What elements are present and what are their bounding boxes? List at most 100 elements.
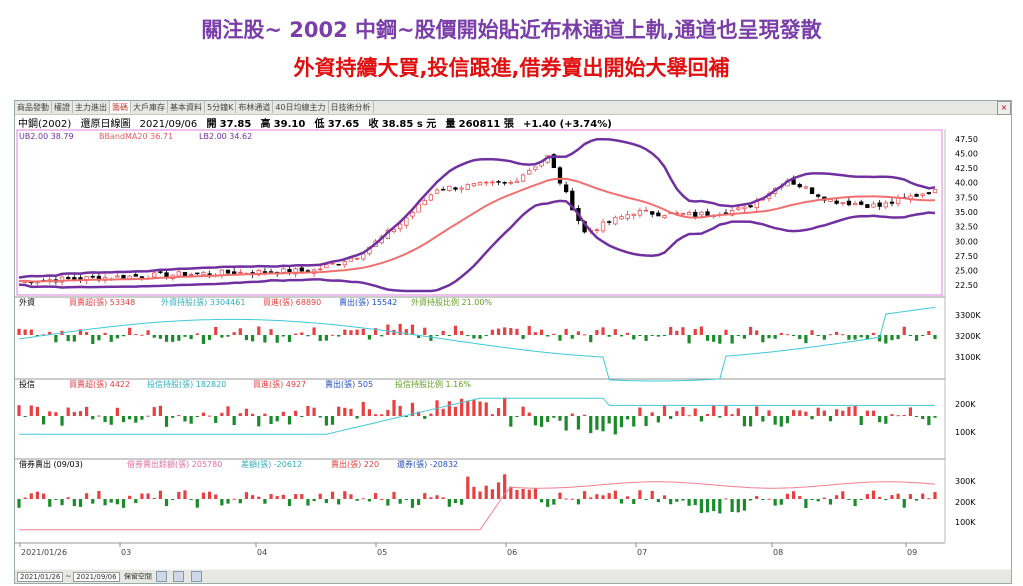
volume-bar xyxy=(164,499,169,507)
volume-bar xyxy=(650,412,654,416)
volume-bar xyxy=(582,334,587,336)
x-axis-label: 04 xyxy=(257,548,267,557)
candle-body xyxy=(490,181,495,184)
volume-bar xyxy=(109,416,113,425)
volume-bar xyxy=(521,406,525,416)
volume-bar xyxy=(355,499,359,501)
volume-bar xyxy=(828,334,833,336)
volume-bar xyxy=(361,498,365,500)
trust-axis-1: 100K xyxy=(955,428,976,437)
volume-bar xyxy=(822,335,826,340)
volume-bar xyxy=(146,493,150,499)
date-to-select[interactable]: 2021/09/06 xyxy=(73,571,120,582)
volume-bar xyxy=(373,328,378,335)
tab-0[interactable]: 商品發動 xyxy=(15,101,52,113)
chart-mode[interactable]: 還原日線圖 xyxy=(80,119,131,130)
volume-bar xyxy=(533,332,538,335)
volume-bar xyxy=(416,499,421,505)
volume-bar xyxy=(109,499,113,503)
trust-ratio: 投信持股比例 1.16% xyxy=(395,379,471,389)
candle-body xyxy=(465,184,470,190)
volume-bar xyxy=(693,408,697,416)
price-axis-label: 47.50 xyxy=(955,135,978,144)
price-chart-area[interactable]: UB2.00 38.79 BBandMA20 36.71 LB2.00 34.6… xyxy=(15,129,1011,569)
volume-bar xyxy=(478,335,482,339)
volume-bar xyxy=(207,415,212,417)
volume-bar xyxy=(841,410,845,416)
volume-bar xyxy=(644,416,648,426)
volume-bar xyxy=(761,499,765,500)
volume-bar xyxy=(847,499,851,500)
volume-bar xyxy=(767,410,771,416)
tab-7[interactable]: 布林通道 xyxy=(236,101,274,113)
date-from-select[interactable]: 2021/01/26 xyxy=(17,571,64,582)
volume-bar xyxy=(816,335,820,336)
volume-bar xyxy=(416,411,421,416)
volume-bar xyxy=(183,490,187,499)
candle-body xyxy=(871,203,876,208)
zoom-in-icon[interactable] xyxy=(156,571,168,582)
volume-bar xyxy=(656,499,660,503)
volume-bar xyxy=(748,326,753,335)
volume-bar xyxy=(607,335,611,337)
volume-bar xyxy=(423,493,427,499)
volume-bar xyxy=(66,335,70,342)
candle-body xyxy=(852,203,858,206)
volume-bar xyxy=(841,334,845,336)
sbl-balance-line xyxy=(19,481,936,531)
volume-bar xyxy=(306,499,310,506)
volume-bar xyxy=(736,408,740,416)
volume-bar xyxy=(693,499,697,506)
volume-bar xyxy=(570,413,574,416)
bollinger-ma-line xyxy=(18,177,936,283)
volume-bar xyxy=(226,335,230,337)
tab-2[interactable]: 主力進出 xyxy=(73,101,110,113)
volume-bar xyxy=(287,335,292,342)
volume-bar xyxy=(128,495,132,499)
tab-9[interactable]: 日技術分析 xyxy=(329,101,374,113)
volume-bar xyxy=(558,335,562,341)
volume-bar xyxy=(398,499,402,504)
volume-bar xyxy=(355,329,359,335)
volume-bar xyxy=(675,330,679,335)
volume-bar xyxy=(41,416,46,425)
tab-6[interactable]: 5分鐘K xyxy=(205,101,237,113)
tab-4[interactable]: 大戶庫存 xyxy=(131,101,168,113)
volume-bar xyxy=(546,416,550,422)
window-close-icon[interactable]: × xyxy=(997,101,1011,115)
volume-bar xyxy=(927,330,931,335)
volume-bar xyxy=(324,416,328,426)
tab-1[interactable]: 權證 xyxy=(52,101,73,113)
volume-bar xyxy=(613,416,617,435)
volume-bar xyxy=(392,329,396,335)
volume-bar xyxy=(447,335,451,336)
volume-bar xyxy=(441,408,445,416)
volume-bar xyxy=(78,411,83,416)
volume-bar xyxy=(595,329,599,335)
volume-bar xyxy=(785,334,790,336)
tab-8[interactable]: 40日均線主力 xyxy=(273,101,329,113)
price-axis-label: 32.50 xyxy=(955,223,978,232)
sbl-axis-0: 300K xyxy=(955,477,976,486)
volume-bar xyxy=(97,491,101,499)
volume-bar xyxy=(705,335,710,341)
volume-bar xyxy=(914,416,919,417)
foreign-axis-2: 3100K xyxy=(955,353,981,362)
volume-bar xyxy=(85,493,89,499)
volume-bar xyxy=(318,335,322,341)
candle-body xyxy=(508,182,513,184)
tab-3[interactable]: 籌碼 xyxy=(110,101,131,113)
tab-5[interactable]: 基本資料 xyxy=(168,101,205,113)
volume-bar xyxy=(552,416,556,418)
zoom-out-icon[interactable] xyxy=(173,571,185,582)
volume-bar xyxy=(189,499,193,500)
volume-bar xyxy=(871,490,876,499)
volume-bar xyxy=(17,499,21,508)
candle-body xyxy=(281,268,286,273)
volume-bar xyxy=(103,499,107,506)
volume-bar xyxy=(318,416,322,418)
candle-body xyxy=(72,277,77,280)
volume-bar xyxy=(171,335,175,342)
candle-body xyxy=(889,201,895,204)
toolbar-icon[interactable] xyxy=(190,571,202,582)
